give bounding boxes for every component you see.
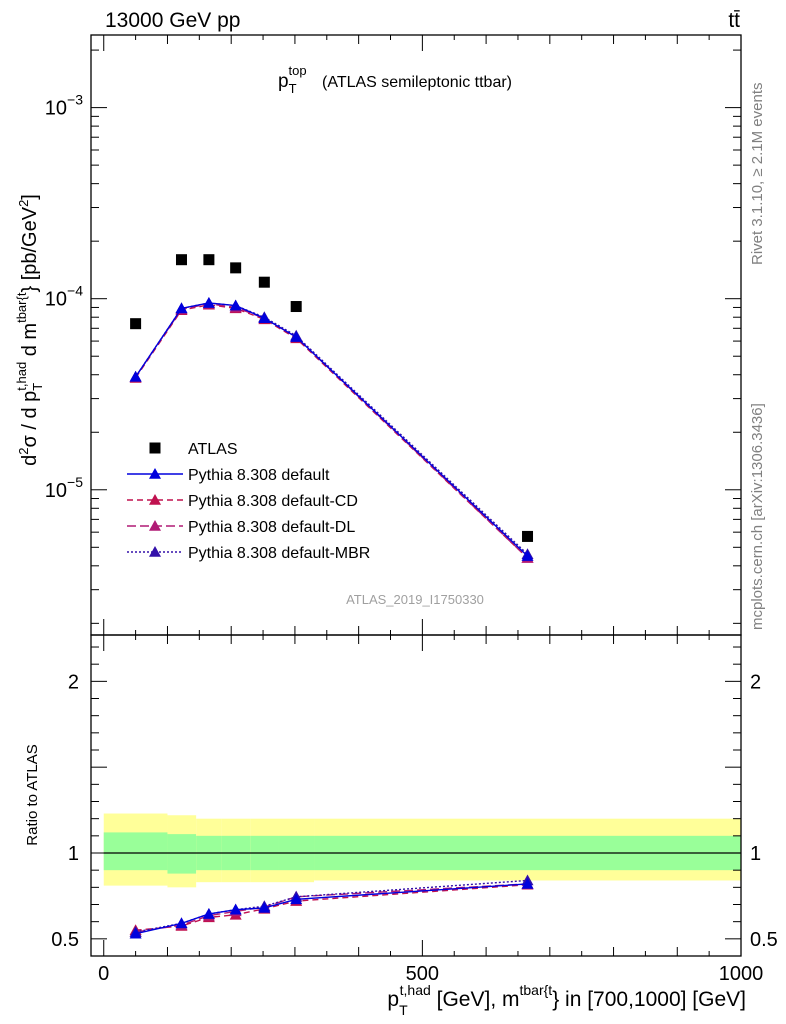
uncertainty-band-inner — [167, 834, 197, 874]
legend-marker-data — [149, 442, 161, 454]
header-right: tt̄ — [728, 9, 740, 32]
x-tick-label: 500 — [406, 963, 439, 985]
series-data — [130, 254, 534, 542]
plot-layer: 0 500 1000 10−3 10−4 10−5 0.5 0.5 1 1 2 2 — [45, 35, 778, 985]
ylabel-ratio: Ratio to ATLAS — [24, 744, 41, 845]
data-point — [258, 276, 270, 288]
legend-marker — [149, 468, 161, 479]
ratio-line — [135, 883, 528, 935]
plot-title: pTtop — [278, 63, 307, 96]
ratio-point — [229, 903, 242, 915]
y-tick-label: 10−5 — [45, 474, 83, 502]
series-default — [129, 296, 534, 939]
data-point — [290, 301, 302, 313]
ratio-line — [135, 883, 528, 933]
data-point — [203, 254, 215, 266]
title-rest: (ATLAS semileptonic ttbar) — [322, 74, 512, 91]
legend-marker — [149, 520, 161, 531]
series-point — [258, 312, 271, 324]
title-main: p — [278, 71, 289, 92]
ratio-tick-label-right: 0.5 — [750, 929, 778, 951]
series-point — [521, 550, 534, 561]
title-sup: top — [289, 63, 307, 78]
ratio-tick-label-right: 2 — [750, 671, 761, 693]
legend-label: Pythia 8.308 default-DL — [188, 519, 355, 536]
x-tick-label: 0 — [98, 963, 109, 985]
legend-label: ATLAS — [188, 441, 238, 458]
data-point — [130, 318, 142, 330]
mcplots-label: mcplots.cern.ch [arXiv:1306.3436] — [749, 403, 766, 630]
data-point — [175, 254, 187, 266]
series-point — [129, 370, 142, 382]
x-tick-label: 1000 — [719, 963, 764, 985]
legend-label: Pythia 8.308 default-CD — [188, 493, 358, 510]
analysis-tag: ATLAS_2019_I1750330 — [346, 592, 484, 607]
ratio-point — [202, 907, 215, 919]
uncertainty-band-inner — [103, 832, 168, 871]
ratio-tick-label: 0.5 — [51, 929, 79, 951]
series-point — [229, 299, 242, 311]
legend-label: Pythia 8.308 default-MBR — [188, 545, 370, 562]
ratio-point — [129, 927, 142, 939]
header-left: 13000 GeV pp — [105, 9, 240, 32]
rivet-label: Rivet 3.1.10, ≥ 2.1M events — [749, 83, 766, 266]
ratio-panel — [90, 634, 742, 957]
title-sub: T — [289, 81, 297, 96]
ratio-point — [521, 877, 534, 889]
ratio-line — [135, 884, 528, 931]
ratio-tick-label: 2 — [68, 671, 79, 693]
series-point — [202, 296, 215, 308]
series-line — [135, 302, 529, 555]
legend-marker — [149, 546, 161, 557]
ratio-tick-label: 1 — [68, 843, 79, 865]
legend-marker — [149, 494, 161, 505]
y-tick-label: 10−4 — [45, 283, 83, 311]
series-point — [175, 302, 188, 314]
y-tick-label: 10−3 — [45, 92, 83, 120]
legend: ATLAS Pythia 8.308 default Pythia 8.308 de… — [127, 441, 370, 562]
xlabel: pTt,had [GeV], mtbar{t} in [700,1000] [G… — [387, 982, 746, 1018]
data-point — [522, 530, 534, 542]
ratio-tick-label-right: 1 — [750, 843, 761, 865]
ratio-frame — [90, 634, 742, 957]
ylabel-main: d2σ / d pTt,had d mtbar{t} [pb/GeV2] — [14, 194, 45, 466]
ratio-point — [175, 917, 188, 929]
ratio-point — [290, 893, 303, 905]
ratio-point — [258, 901, 271, 913]
legend-label: Pythia 8.308 default — [188, 467, 330, 484]
series-point — [290, 331, 303, 342]
data-point — [230, 262, 242, 274]
